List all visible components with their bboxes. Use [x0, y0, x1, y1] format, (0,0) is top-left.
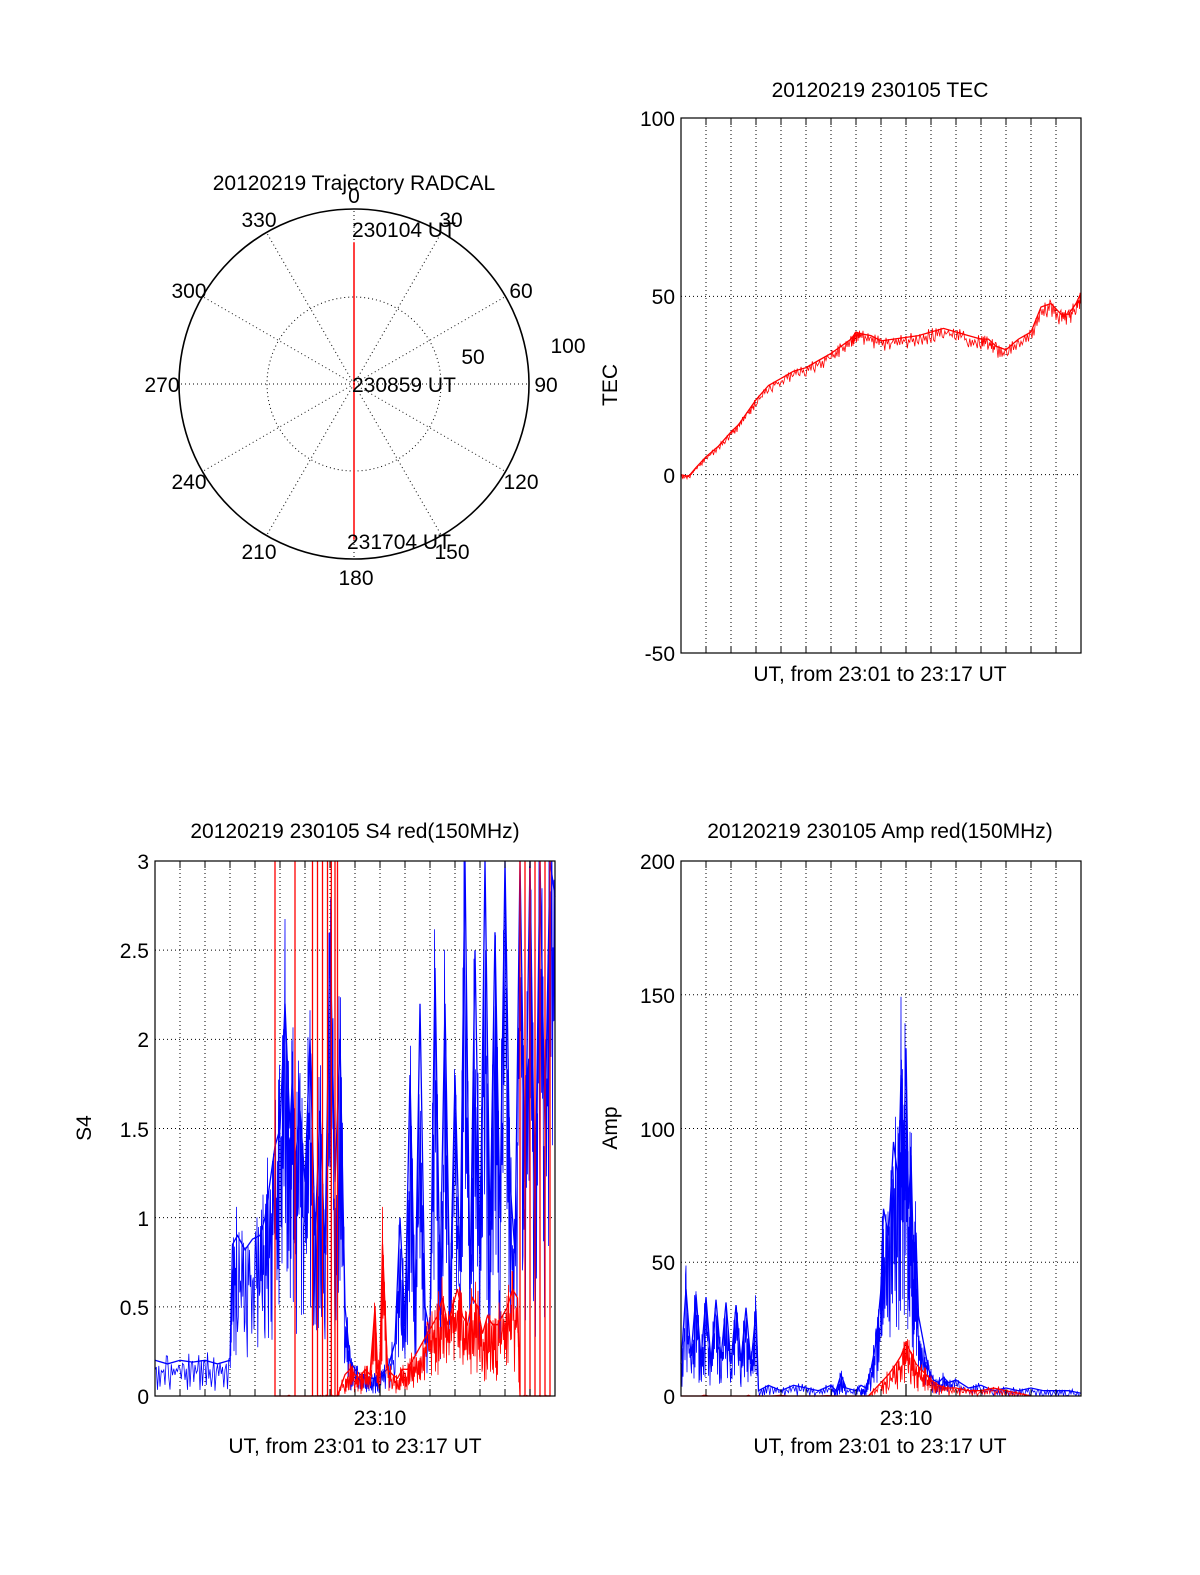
s4-series-noise-0 [154, 860, 555, 1394]
azimuth-label-180: 180 [338, 567, 373, 590]
s4-ytick-0: 0 [137, 1386, 149, 1409]
azimuth-label-330: 330 [241, 209, 276, 232]
amp-title: 20120219 230105 Amp red(150MHz) [707, 820, 1053, 843]
polar-spoke-210 [266, 383, 355, 536]
s4-title: 20120219 230105 S4 red(150MHz) [190, 820, 519, 843]
s4-ytick-2-5: 2.5 [120, 940, 149, 963]
polar-spoke-150 [353, 383, 442, 536]
tec-ytick-neg50: -50 [645, 643, 675, 666]
radius-label-100: 100 [550, 335, 585, 358]
s4-chart: 20120219 230105 S4 red(150MHz) 3 2.5 2 1… [73, 820, 556, 1458]
azimuth-label-120: 120 [503, 471, 538, 494]
tec-grid [681, 118, 1081, 653]
amp-ytick-200: 200 [640, 851, 675, 874]
tec-ytick-50: 50 [652, 286, 675, 309]
amp-series-noise-0 [680, 996, 1080, 1398]
amp-x-ticks [705, 861, 1057, 1396]
polar-spoke-240 [202, 383, 355, 472]
polar-spoke-330 [266, 232, 355, 385]
tec-ytick-0: 0 [663, 465, 675, 488]
azimuth-label-60: 60 [509, 280, 532, 303]
amp-ytick-100: 100 [640, 1119, 675, 1142]
tec-ytick-100: 100 [640, 108, 675, 131]
tec-x-ticks [705, 118, 1057, 653]
amp-ylabel: Amp [599, 1106, 622, 1149]
polar-spoke-120 [353, 383, 506, 472]
s4-xlabel: UT, from 23:01 to 23:17 UT [228, 1435, 481, 1458]
azimuth-label-90: 90 [534, 374, 557, 397]
amp-xlabel: UT, from 23:01 to 23:17 UT [753, 1435, 1006, 1458]
polar-chart: 20120219 Trajectory RADCAL 0 30 60 90 12… [144, 172, 585, 590]
s4-ytick-1-5: 1.5 [120, 1119, 149, 1142]
tec-series-line-0 [680, 292, 1082, 478]
trajectory-end-label: 231704 UT [347, 531, 451, 554]
s4-ytick-3: 3 [137, 851, 149, 874]
tec-ylabel: TEC [599, 364, 622, 406]
s4-ytick-1: 1 [137, 1208, 149, 1231]
amp-ytick-150: 150 [640, 985, 675, 1008]
azimuth-label-270: 270 [144, 374, 179, 397]
s4-x-ticks [179, 861, 531, 1396]
radius-label-50: 50 [461, 346, 484, 369]
tec-title: 20120219 230105 TEC [772, 79, 989, 102]
trajectory-start-label: 230104 UT [352, 219, 456, 242]
azimuth-label-150: 150 [434, 541, 469, 564]
amp-chart: 20120219 230105 Amp red(150MHz) 200 150 … [599, 820, 1082, 1458]
s4-ylabel: S4 [73, 1115, 96, 1141]
azimuth-label-210: 210 [241, 541, 276, 564]
s4-grid [155, 861, 555, 1396]
s4-ytick-2: 2 [137, 1029, 149, 1052]
trajectory-mid-label: 230859 UT [352, 374, 456, 397]
amp-series [680, 996, 1082, 1398]
azimuth-label-240: 240 [171, 471, 206, 494]
polar-spoke-30 [353, 232, 442, 385]
polar-title: 20120219 Trajectory RADCAL [213, 172, 496, 195]
azimuth-label-0: 0 [348, 185, 360, 208]
tec-xlabel: UT, from 23:01 to 23:17 UT [753, 663, 1006, 686]
amp-ytick-0: 0 [663, 1386, 675, 1409]
s4-ytick-0-5: 0.5 [120, 1297, 149, 1320]
amp-xtick-label: 23:10 [880, 1407, 933, 1430]
azimuth-label-300: 300 [171, 280, 206, 303]
polar-outer-ring [178, 208, 530, 560]
amp-grid [681, 861, 1081, 1396]
s4-xtick-label: 23:10 [354, 1407, 407, 1430]
amp-ytick-50: 50 [652, 1252, 675, 1275]
tec-series-noise-0 [680, 292, 1081, 481]
polar-spoke-300 [202, 296, 355, 385]
tec-series [680, 292, 1082, 481]
tec-chart: 20120219 230105 TEC 100 50 0 -50 TEC UT,… [599, 79, 1082, 686]
azimuth-label-30: 30 [439, 209, 462, 232]
